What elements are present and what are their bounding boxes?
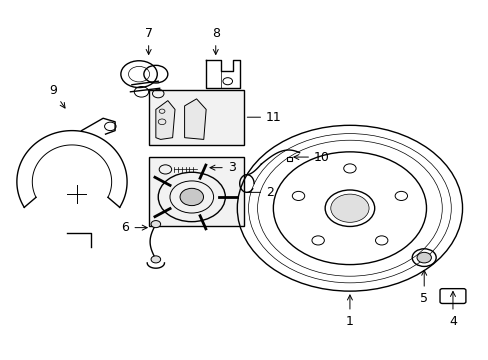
Bar: [286, 157, 292, 161]
Text: 7: 7: [144, 27, 152, 54]
Text: 2: 2: [247, 186, 273, 199]
Circle shape: [416, 252, 430, 263]
Text: 8: 8: [211, 27, 219, 54]
Text: 11: 11: [247, 111, 281, 124]
Polygon shape: [156, 100, 175, 139]
Text: 6: 6: [122, 221, 147, 234]
Circle shape: [180, 188, 203, 206]
Circle shape: [330, 194, 368, 222]
Text: 1: 1: [346, 295, 353, 328]
Bar: [148, 157, 244, 226]
Text: 3: 3: [210, 161, 235, 174]
Bar: [148, 90, 244, 145]
Circle shape: [151, 221, 160, 228]
Polygon shape: [184, 99, 206, 139]
Text: 5: 5: [419, 270, 427, 305]
Circle shape: [151, 256, 160, 263]
Text: 9: 9: [49, 84, 65, 108]
Text: 10: 10: [293, 150, 329, 163]
Text: 4: 4: [448, 292, 456, 328]
